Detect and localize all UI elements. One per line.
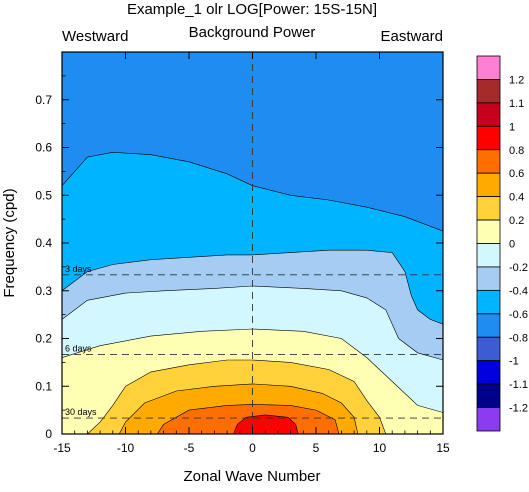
- colorbar-swatch: [476, 266, 501, 291]
- colorbar-label: -1.2: [509, 403, 528, 415]
- colorbar-swatch: [476, 219, 501, 244]
- x-axis-label: Zonal Wave Number: [184, 468, 321, 485]
- eastward-label: Eastward: [380, 28, 443, 45]
- x-tick-label: -10: [117, 441, 135, 455]
- colorbar-label: 0.4: [509, 192, 524, 204]
- y-tick-label: 0.3: [35, 284, 52, 298]
- colorbar-label: 1.2: [509, 74, 524, 86]
- colorbar-label: 0.6: [509, 168, 524, 180]
- y-tick-label: 0.5: [35, 188, 52, 202]
- y-tick-label: 0.4: [35, 236, 52, 250]
- ref-line-label-1: 6 days: [65, 343, 92, 353]
- colorbar-swatch: [476, 289, 501, 315]
- westward-label: Westward: [62, 28, 128, 45]
- chart-title: Example_1 olr LOG[Power: 15S-15N]: [127, 1, 377, 18]
- colorbar-label: -0.6: [509, 309, 528, 321]
- colorbar-label: 1: [509, 121, 515, 133]
- colorbar: 1.2 1.1 1 0.8 0.6 0.4 0.2 0 -0.2 -0.4 -0.6 -0.8 -1 -1…: [476, 55, 528, 432]
- y-tick-label: 0.2: [35, 332, 52, 346]
- colorbar-swatch: [476, 125, 501, 151]
- ref-line-label-0: 3 days: [65, 264, 92, 274]
- x-tick-label: -5: [184, 441, 195, 455]
- colorbar-label: -0.8: [509, 332, 528, 344]
- colorbar-swatch: [476, 407, 501, 432]
- x-tick-label: 0: [249, 441, 256, 455]
- colorbar-swatch: [476, 172, 501, 198]
- axes: -15 -10 -5 0 5 10 15 0 0.1 0.2 0.3 0.4 0.5 0.6 0.7: [35, 52, 450, 455]
- y-tick-label: 0.7: [35, 93, 52, 107]
- x-tick-label: 10: [373, 441, 387, 455]
- y-axis-label: Frequency (cpd): [1, 188, 18, 297]
- y-tick-label: 0: [45, 427, 52, 441]
- colorbar-swatch: [476, 196, 501, 221]
- colorbar-swatch: [476, 243, 501, 268]
- colorbar-label: 0.8: [509, 145, 524, 157]
- colorbar-label: -1: [509, 356, 519, 368]
- chart-subtitle: Background Power: [189, 24, 316, 41]
- colorbar-label: 1.1: [509, 98, 524, 110]
- x-tick-label: 15: [436, 441, 450, 455]
- y-tick-label: 0.1: [35, 379, 52, 393]
- reference-lines: 3 days 6 days 30 days: [62, 52, 443, 434]
- colorbar-swatch: [476, 313, 501, 338]
- colorbar-swatch: [476, 383, 501, 408]
- colorbar-label: -0.2: [509, 262, 528, 274]
- colorbar-label: -0.4: [509, 285, 528, 297]
- x-tick-label: -15: [53, 441, 71, 455]
- ref-line-label-2: 30 days: [65, 407, 97, 417]
- colorbar-swatch: [476, 360, 501, 385]
- y-tick-label: 0.6: [35, 141, 52, 155]
- colorbar-label: -1.1: [509, 379, 528, 391]
- colorbar-swatch: [476, 149, 501, 174]
- contour-fill-8: [233, 414, 299, 434]
- colorbar-label: 0.2: [509, 215, 524, 227]
- x-tick-label: 5: [313, 441, 320, 455]
- colorbar-label: 0: [509, 239, 515, 251]
- colorbar-swatch: [476, 55, 501, 80]
- colorbar-swatch: [476, 79, 501, 104]
- colorbar-swatch: [476, 102, 501, 127]
- colorbar-swatch: [476, 336, 501, 362]
